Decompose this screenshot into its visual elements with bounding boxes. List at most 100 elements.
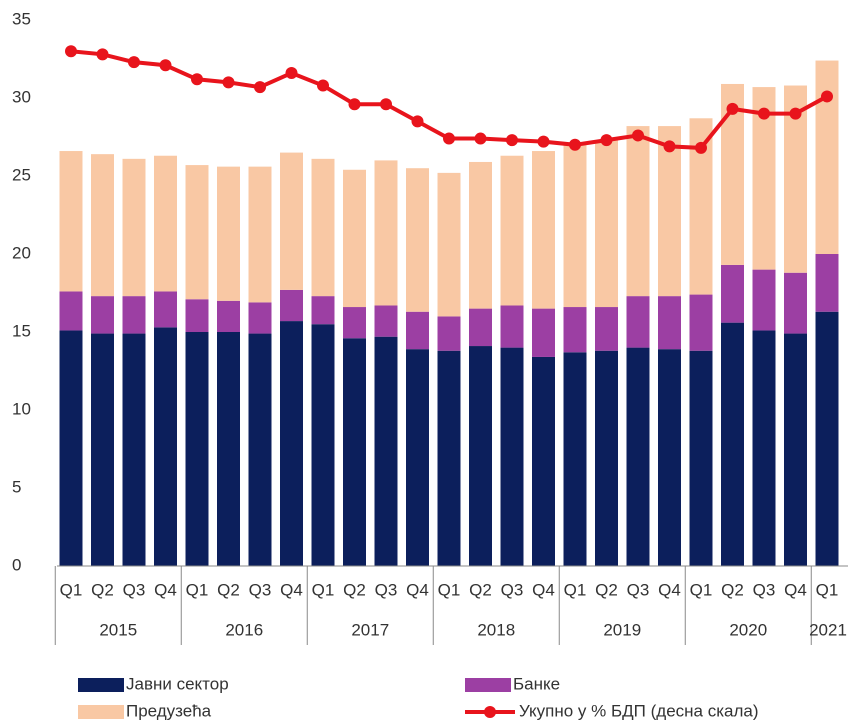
legend-label: Укупно у % БДП (десна скала)	[519, 701, 759, 720]
x-tick-label: Q4	[280, 580, 303, 599]
bar	[469, 308, 492, 347]
x-tick-label: Q3	[501, 580, 524, 599]
x-tick-label: Q3	[627, 580, 650, 599]
line-marker	[443, 132, 455, 145]
bar	[626, 347, 650, 566]
bar	[374, 336, 398, 566]
bar	[500, 305, 524, 348]
bar	[721, 322, 744, 566]
line-marker	[600, 134, 613, 147]
x-tick-label: Q1	[564, 580, 587, 599]
x-tick-label: Q2	[721, 580, 744, 599]
bar	[784, 85, 807, 273]
year-label: 2021	[809, 620, 847, 639]
bar	[154, 291, 177, 328]
line-marker	[254, 81, 266, 94]
line-marker	[285, 67, 298, 80]
line-marker	[632, 129, 644, 142]
bar	[185, 165, 209, 300]
bar	[689, 294, 713, 351]
bar	[185, 299, 209, 332]
bar	[469, 161, 492, 309]
bar	[280, 152, 303, 290]
x-tick-label: Q2	[91, 580, 114, 599]
x-tick-label: Q2	[343, 580, 366, 599]
bar	[532, 151, 555, 309]
legend-swatch	[78, 705, 124, 719]
bar	[815, 254, 839, 312]
line-marker	[569, 138, 581, 151]
line-marker	[191, 73, 203, 86]
line-marker	[695, 141, 707, 154]
bar	[563, 352, 587, 566]
x-tick-label: Q2	[217, 580, 240, 599]
x-tick-label: Q3	[375, 580, 398, 599]
bar	[469, 346, 492, 566]
y-tick-label: 25	[12, 165, 31, 184]
line-marker	[411, 115, 424, 128]
x-tick-label: Q4	[406, 580, 429, 599]
bar	[815, 60, 839, 255]
x-tick-label: Q4	[658, 580, 681, 599]
bar	[689, 350, 713, 566]
bar	[406, 168, 429, 312]
x-tick-label: Q1	[186, 580, 209, 599]
x-tick-label: Q1	[438, 580, 461, 599]
y-tick-label: 30	[12, 87, 31, 106]
bar	[437, 316, 461, 351]
bar	[154, 155, 177, 292]
line-marker	[474, 132, 487, 145]
bar	[59, 151, 83, 292]
bar	[437, 350, 461, 566]
year-label: 2015	[99, 620, 137, 639]
year-label: 2017	[351, 620, 389, 639]
y-tick-label: 10	[12, 399, 31, 418]
bar	[280, 321, 303, 566]
x-tick-label: Q2	[469, 580, 492, 599]
line-marker	[65, 45, 77, 58]
x-tick-label: Q2	[595, 580, 618, 599]
bar	[59, 291, 83, 331]
legend-label: Банке	[513, 674, 560, 693]
y-tick-label: 35	[12, 9, 31, 28]
x-tick-label: Q1	[312, 580, 335, 599]
bar	[122, 333, 146, 566]
bar	[500, 155, 524, 306]
bar	[563, 144, 587, 308]
line-marker	[663, 140, 676, 153]
bar	[406, 311, 429, 350]
bar	[752, 330, 776, 566]
bar	[595, 307, 618, 351]
bar	[154, 327, 177, 566]
bar	[374, 305, 398, 337]
legend-marker	[484, 706, 496, 718]
bar	[374, 160, 398, 306]
bar	[217, 300, 240, 332]
x-tick-label: Q4	[532, 580, 555, 599]
bar	[658, 296, 681, 350]
bar	[626, 296, 650, 348]
bar	[752, 87, 776, 270]
bar	[721, 83, 744, 265]
bar	[406, 349, 429, 566]
bar	[185, 332, 209, 566]
line-marker	[96, 48, 109, 61]
legend-swatch	[465, 678, 511, 692]
bar	[122, 158, 146, 297]
line-marker	[506, 134, 518, 147]
bar	[311, 324, 335, 566]
x-tick-label: Q1	[816, 580, 839, 599]
y-tick-label: 0	[12, 555, 21, 574]
bar	[532, 356, 555, 566]
bar	[248, 333, 272, 566]
bar	[626, 126, 650, 297]
line-marker	[537, 135, 550, 148]
bar	[248, 302, 272, 334]
bar	[784, 333, 807, 566]
bar	[343, 307, 366, 339]
bar	[217, 332, 240, 566]
year-label: 2016	[225, 620, 263, 639]
bar	[343, 169, 366, 308]
x-tick-label: Q3	[753, 580, 776, 599]
